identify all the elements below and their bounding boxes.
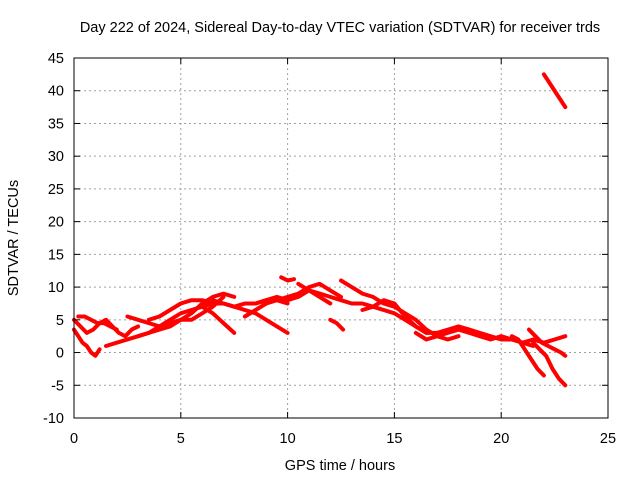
series-arc-1 bbox=[72, 317, 141, 339]
series-arc-19 bbox=[531, 340, 568, 388]
y-tick-label: -5 bbox=[51, 378, 64, 394]
series-arc-12 bbox=[279, 275, 296, 283]
y-tick-label: 10 bbox=[48, 280, 64, 296]
x-axis-label: GPS time / hours bbox=[285, 458, 395, 474]
axes-layer: 0 5 10 15 20 25 -10 -5 0 5 10 15 20 25 30 35 40 45 bbox=[43, 51, 616, 447]
y-tick-label: 15 bbox=[48, 247, 64, 263]
series-arc-3 bbox=[76, 314, 119, 332]
series-arc-11 bbox=[253, 288, 429, 335]
x-tick-label: 10 bbox=[280, 431, 296, 447]
plot-frame bbox=[73, 57, 609, 419]
y-tick-label: 35 bbox=[48, 116, 64, 132]
y-axis-label: SDTVAR / TECUs bbox=[6, 180, 22, 296]
series-arc-16 bbox=[360, 298, 536, 348]
y-tick-label: 30 bbox=[48, 149, 64, 165]
series-arc-8 bbox=[200, 304, 237, 335]
x-tick-label: 20 bbox=[493, 431, 509, 447]
series-arc-13 bbox=[296, 281, 333, 306]
series-arc-21 bbox=[541, 72, 568, 110]
x-tick-label: 15 bbox=[386, 431, 402, 447]
x-tick-label: 25 bbox=[600, 431, 616, 447]
chart-title: Day 222 of 2024, Sidereal Day-to-day VTE… bbox=[80, 20, 600, 36]
series-arc-20 bbox=[527, 327, 568, 358]
x-tick-label: 0 bbox=[70, 431, 78, 447]
series-arc-6 bbox=[146, 298, 215, 322]
series-arc-2 bbox=[72, 327, 102, 358]
series-arc-18 bbox=[509, 334, 546, 378]
series-arc-10 bbox=[242, 281, 343, 319]
y-tick-label: 20 bbox=[48, 215, 64, 231]
y-tick-label: 40 bbox=[48, 84, 64, 100]
x-tick-label: 5 bbox=[177, 431, 185, 447]
y-tick-label: 25 bbox=[48, 182, 64, 198]
y-tick-label: 45 bbox=[48, 51, 64, 67]
y-tick-label: -10 bbox=[43, 411, 64, 427]
y-tick-label: 0 bbox=[56, 346, 64, 362]
y-tick-label: 5 bbox=[56, 313, 64, 329]
series-layer bbox=[72, 72, 568, 388]
grid-layer bbox=[74, 58, 608, 418]
series-arc-7 bbox=[136, 291, 237, 339]
series-arc-14 bbox=[328, 317, 346, 332]
